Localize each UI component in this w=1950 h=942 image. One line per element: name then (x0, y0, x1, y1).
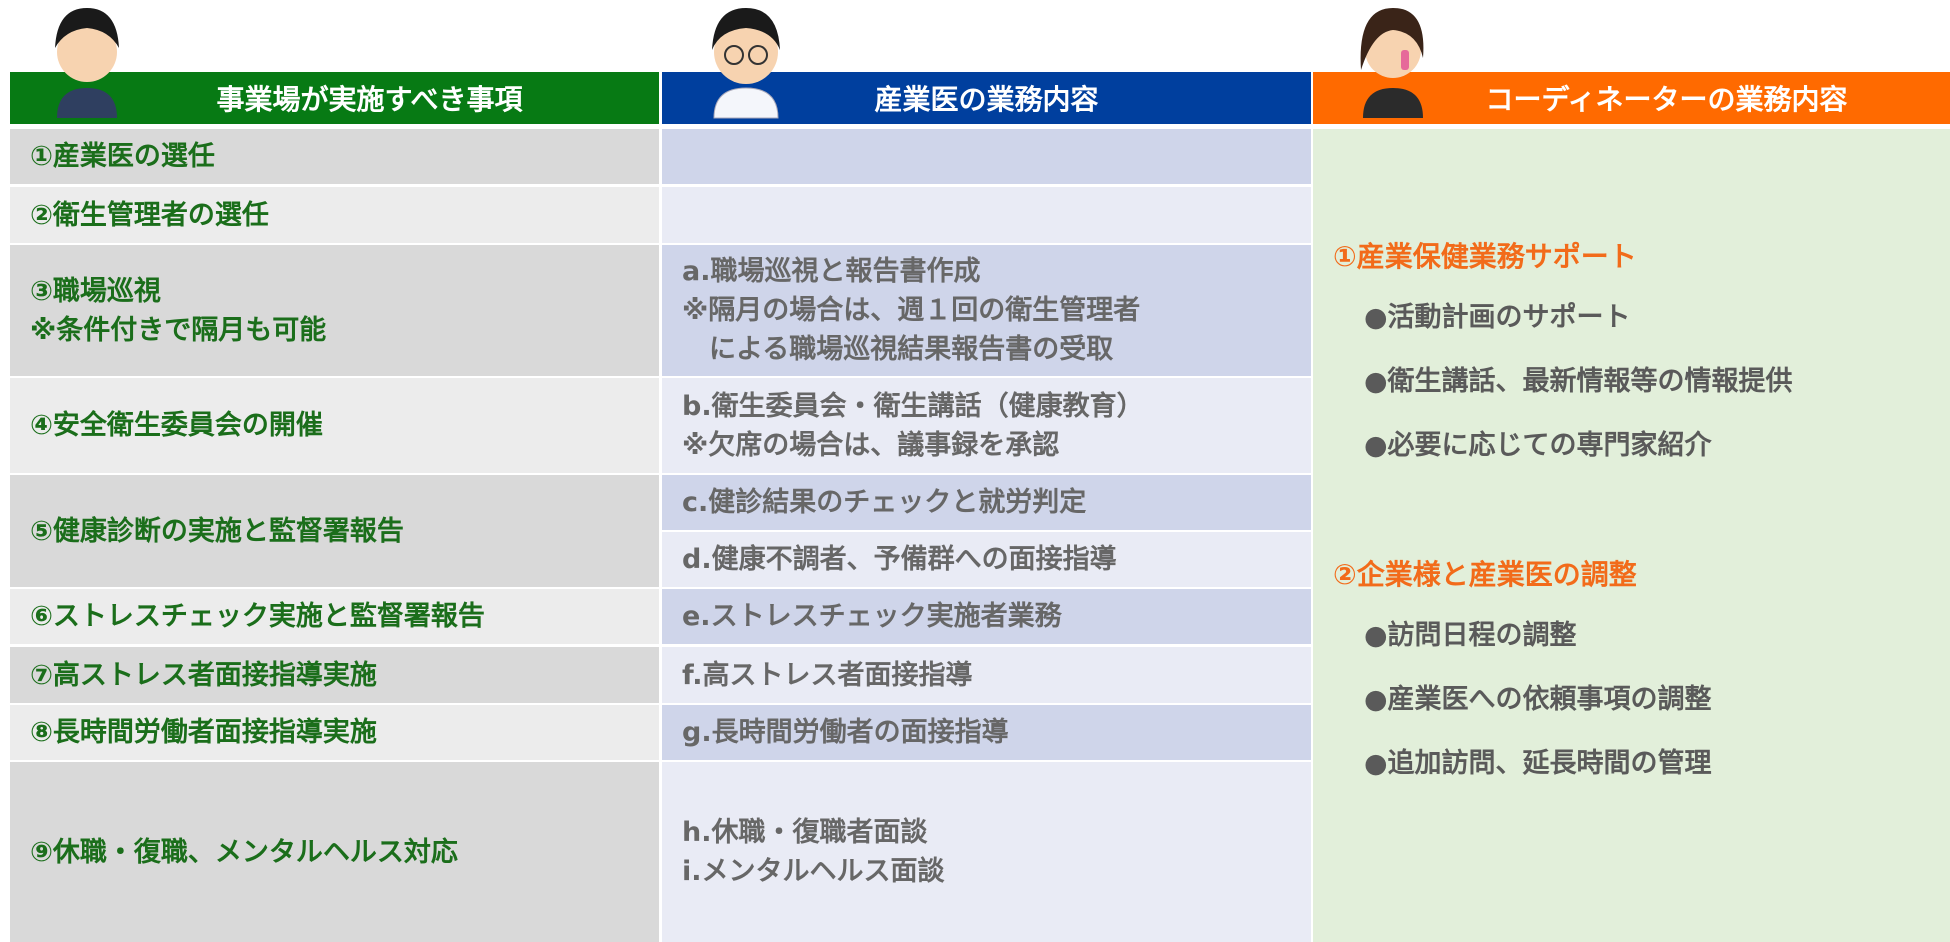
section-item: ●訪問日程の調整 (1364, 620, 1577, 651)
duty-cell: h.休職・復職者面談 i.メンタルヘルス面談 (662, 762, 1311, 942)
task-cell: ⑦高ストレス者面接指導実施 (10, 647, 659, 703)
section-item: ●産業医への依頼事項の調整 (1364, 684, 1712, 715)
task-line: ⑥ストレスチェック実施と監督署報告 (30, 601, 485, 632)
section-item: ●活動計画のサポート (1364, 302, 1631, 333)
task-cell: ⑥ストレスチェック実施と監督署報告 (10, 589, 659, 644)
task-line: ※条件付きで隔月も可能 (30, 314, 327, 346)
column-header: 事業場が実施すべき事項 (10, 72, 659, 124)
duty-cell: b.衛生委員会・衛生講話（健康教育） ※欠席の場合は、議事録を承認 (662, 378, 1311, 473)
task-cell: ②衛生管理者の選任 (10, 187, 659, 243)
duty-line: b.衛生委員会・衛生講話（健康教育） (682, 390, 1144, 422)
duty-line: a.職場巡視と報告書作成 (682, 256, 981, 287)
section-item: ●追加訪問、延長時間の管理 (1364, 748, 1712, 779)
task-line: ②衛生管理者の選任 (30, 199, 269, 231)
duty-line: h.休職・復職者面談 (682, 817, 928, 848)
duty-line: ※隔月の場合は、週１回の衛生管理者 (682, 295, 1141, 326)
doctor-icon (712, 8, 780, 119)
duty-line: ※欠席の場合は、議事録を承認 (682, 429, 1060, 461)
task-line: ⑧長時間労働者面接指導実施 (30, 717, 377, 748)
duty-cell: e.ストレスチェック実施者業務 (662, 589, 1311, 644)
task-cell: ④安全衛生委員会の開催 (10, 378, 659, 473)
duty-cell (662, 187, 1311, 243)
duty-cell: a.職場巡視と報告書作成 ※隔月の場合は、週１回の衛生管理者 による職場巡視結果報… (662, 245, 1311, 376)
coordinator-icon (1360, 8, 1424, 118)
duty-line: c.健診結果のチェックと就労判定 (682, 487, 1087, 518)
task-line: ③職場巡視 (30, 275, 161, 307)
task-cell: ⑨休職・復職、メンタルヘルス対応 (10, 762, 659, 942)
duty-cell: f.高ストレス者面接指導 (662, 647, 1311, 703)
avatars (55, 8, 1424, 119)
task-line: ⑨休職・復職、メンタルヘルス対応 (30, 836, 458, 868)
task-line: ⑦高ストレス者面接指導実施 (30, 659, 377, 691)
duty-cell: d.健康不調者、予備群への面接指導 (662, 532, 1311, 587)
duty-line: d.健康不調者、予備群への面接指導 (682, 544, 1117, 575)
duty-cell (662, 129, 1311, 184)
task-line: ④安全衛生委員会の開催 (30, 410, 323, 441)
task-cell: ①産業医の選任 (10, 129, 659, 184)
coordinator-panel (1313, 129, 1950, 942)
task-line: ⑤健康診断の実施と監督署報告 (30, 515, 404, 547)
worker-icon (55, 8, 119, 118)
task-line: ①産業医の選任 (30, 141, 215, 172)
section-title: ①産業保健業務サポート (1333, 240, 1637, 273)
duty-line: i.メンタルヘルス面談 (682, 856, 945, 887)
task-cell: ⑤健康診断の実施と監督署報告 (10, 475, 659, 587)
duty-line: による職場巡視結果報告書の受取 (682, 334, 1114, 365)
section-item: ●衛生講話、最新情報等の情報提供 (1364, 366, 1793, 397)
duty-line: e.ストレスチェック実施者業務 (682, 601, 1062, 632)
section-item: ●必要に応じての専門家紹介 (1364, 430, 1712, 461)
duty-cell: c.健診結果のチェックと就労判定 (662, 475, 1311, 530)
section-title: ②企業様と産業医の調整 (1333, 558, 1637, 591)
duty-line: g.長時間労働者の面接指導 (682, 717, 1009, 748)
duty-line: f.高ストレス者面接指導 (682, 659, 973, 691)
duty-cell: g.長時間労働者の面接指導 (662, 705, 1311, 760)
task-cell: ③職場巡視 ※条件付きで隔月も可能 (10, 245, 659, 376)
task-cell: ⑧長時間労働者面接指導実施 (10, 705, 659, 760)
